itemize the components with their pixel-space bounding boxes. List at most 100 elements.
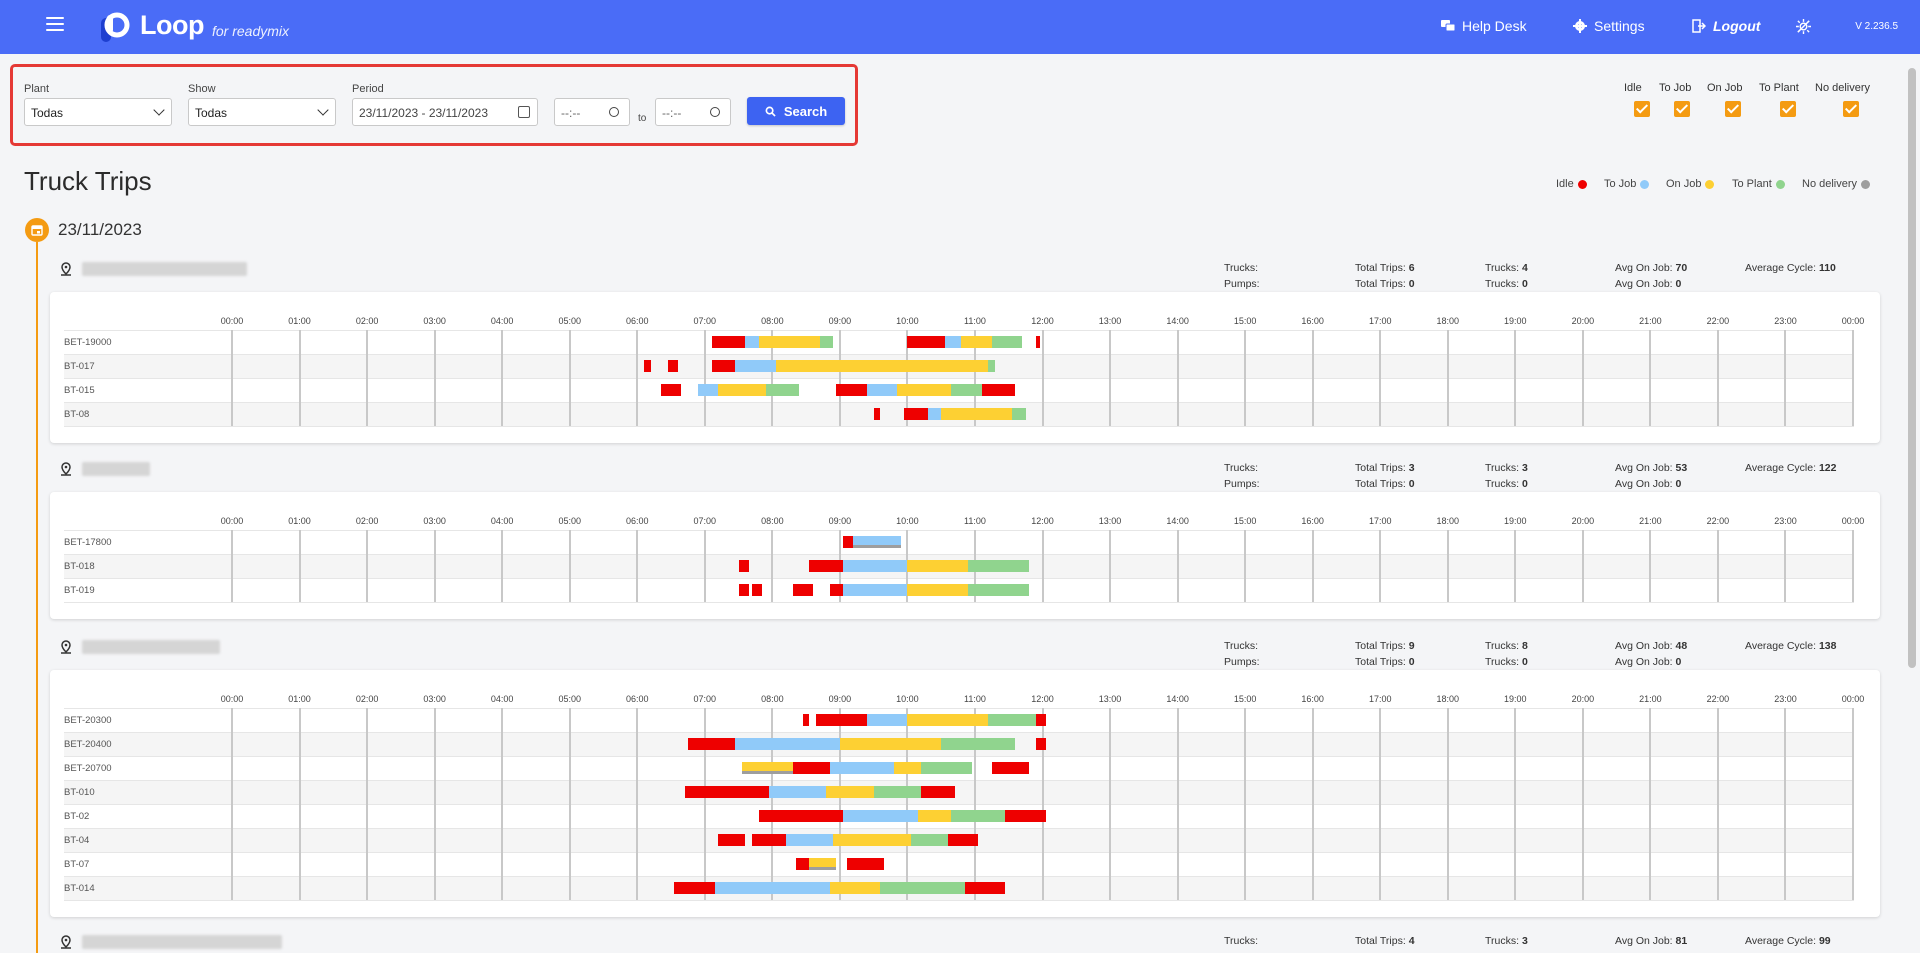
show-select[interactable]: Todas [188,98,336,126]
hour-label: 02:00 [355,316,379,326]
hour-gridline [231,804,233,828]
row-divider [64,330,1854,331]
row-divider [64,578,1854,579]
hour-label: 19:00 [1504,516,1527,526]
trip-segment-idle [674,882,715,894]
logout-link[interactable]: Logout [1692,18,1760,34]
hour-label: 23:00 [1774,516,1797,526]
plant-select[interactable]: Todas [24,98,172,126]
hour-label: 06:00 [625,316,649,326]
row-divider [64,756,1854,757]
hour-gridline [1581,876,1584,900]
hour-label: 13:00 [1098,694,1122,704]
trip-chart-card: 00:00 01:00 02:00 03:00 04:00 05:00 06:00 07:00… [50,292,1880,443]
hour-gridline [1716,732,1719,756]
scrollbar[interactable] [1908,68,1916,668]
hour-gridline [501,756,504,780]
trip-segment-toplant [765,384,800,396]
stat-truck-count-label: Trucks: [1485,640,1520,652]
hour-gridline [1581,732,1584,756]
trip-segment-onjob [907,714,989,726]
timeline-line [36,242,38,953]
hour-label: 09:00 [828,694,852,704]
hour-gridline [1379,804,1382,828]
trip-segment-toplant [941,738,1016,750]
hour-gridline [433,354,436,378]
hour-gridline [1446,876,1449,900]
stat-avg-on-job-value: 81 [1675,935,1688,947]
hour-label: 12:00 [1031,316,1054,326]
truck-row: BET-20400 [64,732,1854,756]
logout-label: Logout [1713,18,1761,34]
hour-gridline [1446,354,1449,378]
stat-average-cycle: Average Cycle: 110 [1745,262,1836,274]
hour-gridline [1041,354,1044,378]
status-filter-checkbox[interactable] [1780,101,1796,117]
helpdesk-link[interactable]: Help Desk [1441,18,1527,34]
status-filter-checkbox[interactable] [1843,101,1859,117]
trip-segment-tojob [735,738,840,750]
row-divider [64,530,1854,531]
hour-gridline [298,354,301,378]
status-filter-checkbox[interactable] [1725,101,1741,117]
hour-gridline [1649,554,1652,578]
hour-gridline [1581,756,1584,780]
stat-truck-count: Trucks: 8 [1485,640,1528,652]
hour-gridline [298,554,301,578]
trip-segment-onjob [826,786,874,798]
stat-total-trips-label: Total Trips: [1355,462,1406,474]
trip-segment-tojob [843,810,918,822]
hour-gridline [298,330,301,354]
trip-segment-idle [1035,714,1046,726]
hour-gridline [1649,852,1652,876]
hour-gridline [1514,378,1517,402]
trip-segment-idle [829,584,844,596]
hour-gridline [1852,402,1854,426]
truck-row: BT-017 [64,354,1854,378]
settings-link[interactable]: Settings [1573,18,1645,34]
row-divider [64,852,1854,853]
stat-truck-count-pumps: Trucks: 0 [1485,278,1528,290]
stat-average-cycle-value: 122 [1818,462,1837,474]
hour-gridline [703,530,706,554]
show-label: Show [188,83,216,95]
hour-gridline [366,804,369,828]
hour-gridline [1446,554,1449,578]
hour-gridline [1716,756,1719,780]
hour-gridline [1581,402,1584,426]
period-input[interactable]: 23/11/2023 - 23/11/2023 [352,98,538,126]
hour-label: 00:00 [220,516,244,526]
status-filter-checkbox[interactable] [1674,101,1690,117]
row-divider [64,402,1854,403]
hour-gridline [1311,402,1314,426]
theme-toggle-icon[interactable] [1796,19,1811,34]
trip-segment-onjob [907,560,969,572]
hour-gridline [1379,756,1382,780]
helpdesk-label: Help Desk [1462,18,1527,34]
hour-gridline [298,732,301,756]
truck-label: BT-07 [64,859,90,870]
time-to-input[interactable]: --:-- [655,98,731,126]
search-button[interactable]: Search [747,97,845,125]
row-divider [64,828,1854,829]
time-from-input[interactable]: --:-- [554,98,630,126]
stat-trucks-label: Trucks: [1224,462,1259,474]
trip-segment-tojob [866,714,908,726]
hour-gridline [1716,780,1719,804]
hour-gridline [1514,804,1517,828]
stat-avg-on-job-pumps: Avg On Job: 0 [1615,656,1681,668]
stat-truck-count-value: 4 [1521,262,1528,274]
trip-segment-idle [758,810,844,822]
hour-label: 19:00 [1504,694,1527,704]
hour-gridline [1311,354,1314,378]
hour-gridline [1514,554,1517,578]
plant-name-redacted [82,262,247,276]
status-filter-checkbox[interactable] [1634,101,1650,117]
menu-icon[interactable] [46,17,64,31]
stat-total-trips-pumps: Total Trips: 0 [1355,656,1415,668]
legend-item: To Plant [1732,178,1785,190]
search-icon [765,106,776,117]
hour-gridline [1716,578,1719,602]
hour-gridline [433,330,436,354]
hour-gridline [1176,708,1179,732]
